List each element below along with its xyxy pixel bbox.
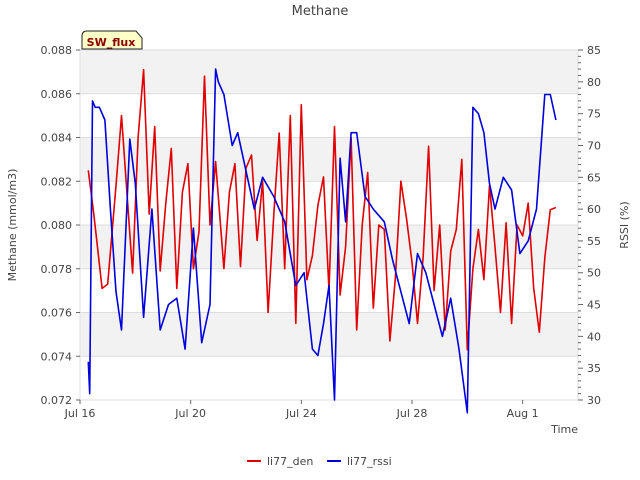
y-tick-label: 0.076 — [41, 307, 73, 320]
grid-band — [80, 137, 578, 182]
y-tick-label: 0.088 — [41, 44, 73, 57]
y2-tick-label: 85 — [587, 44, 601, 57]
y-axis-left: 0.072 0.074 0.076 0.078 0.080 0.082 0.084 0.086… — [41, 44, 80, 407]
y-tick-label: 0.086 — [41, 88, 73, 101]
y-tick-label: 0.080 — [41, 219, 73, 232]
site-badge-label: SW_flux — [87, 36, 136, 49]
y2-tick-label: 40 — [587, 330, 601, 343]
y2-tick-label: 75 — [587, 108, 601, 121]
y2-tick-label: 80 — [587, 76, 601, 89]
x-axis-label: Time — [550, 423, 578, 436]
x-tick-label: Jul 16 — [64, 407, 96, 420]
y2-tick-label: 50 — [587, 267, 601, 280]
legend-label-li77-den: li77_den — [267, 455, 313, 468]
y-tick-label: 0.082 — [41, 175, 73, 188]
y2-tick-label: 60 — [587, 203, 601, 216]
y-axis-right: 30 35 40 45 50 55 60 65 70 75 80 85 — [578, 44, 601, 407]
y2-tick-label: 30 — [587, 394, 601, 407]
x-tick-label: Jul 28 — [396, 407, 428, 420]
site-badge: SW_flux — [81, 30, 143, 50]
y-tick-label: 0.084 — [41, 132, 73, 145]
y2-tick-label: 70 — [587, 139, 601, 152]
legend: li77_den li77_rssi — [247, 455, 392, 468]
legend-label-li77-rssi: li77_rssi — [347, 455, 392, 468]
y2-axis-label: RSSI (%) — [618, 201, 631, 248]
series-line-li77-rssi — [87, 68, 557, 414]
grid-band — [80, 50, 578, 94]
y-tick-label: 0.072 — [41, 394, 73, 407]
y-tick-label: 0.078 — [41, 263, 73, 276]
x-tick-label: Jul 24 — [285, 407, 317, 420]
chart-title: Methane — [292, 4, 349, 19]
grid-bands — [80, 49, 578, 401]
grid-band — [80, 312, 578, 357]
y2-tick-label: 65 — [587, 171, 601, 184]
y2-tick-label: 45 — [587, 299, 601, 312]
y2-tick-label: 55 — [587, 235, 601, 248]
x-tick-label: Jul 20 — [174, 407, 206, 420]
y2-tick-label: 35 — [587, 362, 601, 375]
y-axis-label: Methane (mmol/m3) — [6, 169, 19, 282]
x-tick-label: Aug 1 — [507, 407, 539, 420]
site-badge-box — [81, 30, 143, 50]
x-axis: Jul 16 Jul 20 Jul 24 Jul 28 Aug 1 — [64, 400, 539, 420]
y-tick-label: 0.074 — [41, 350, 73, 363]
series-lines — [87, 68, 557, 414]
